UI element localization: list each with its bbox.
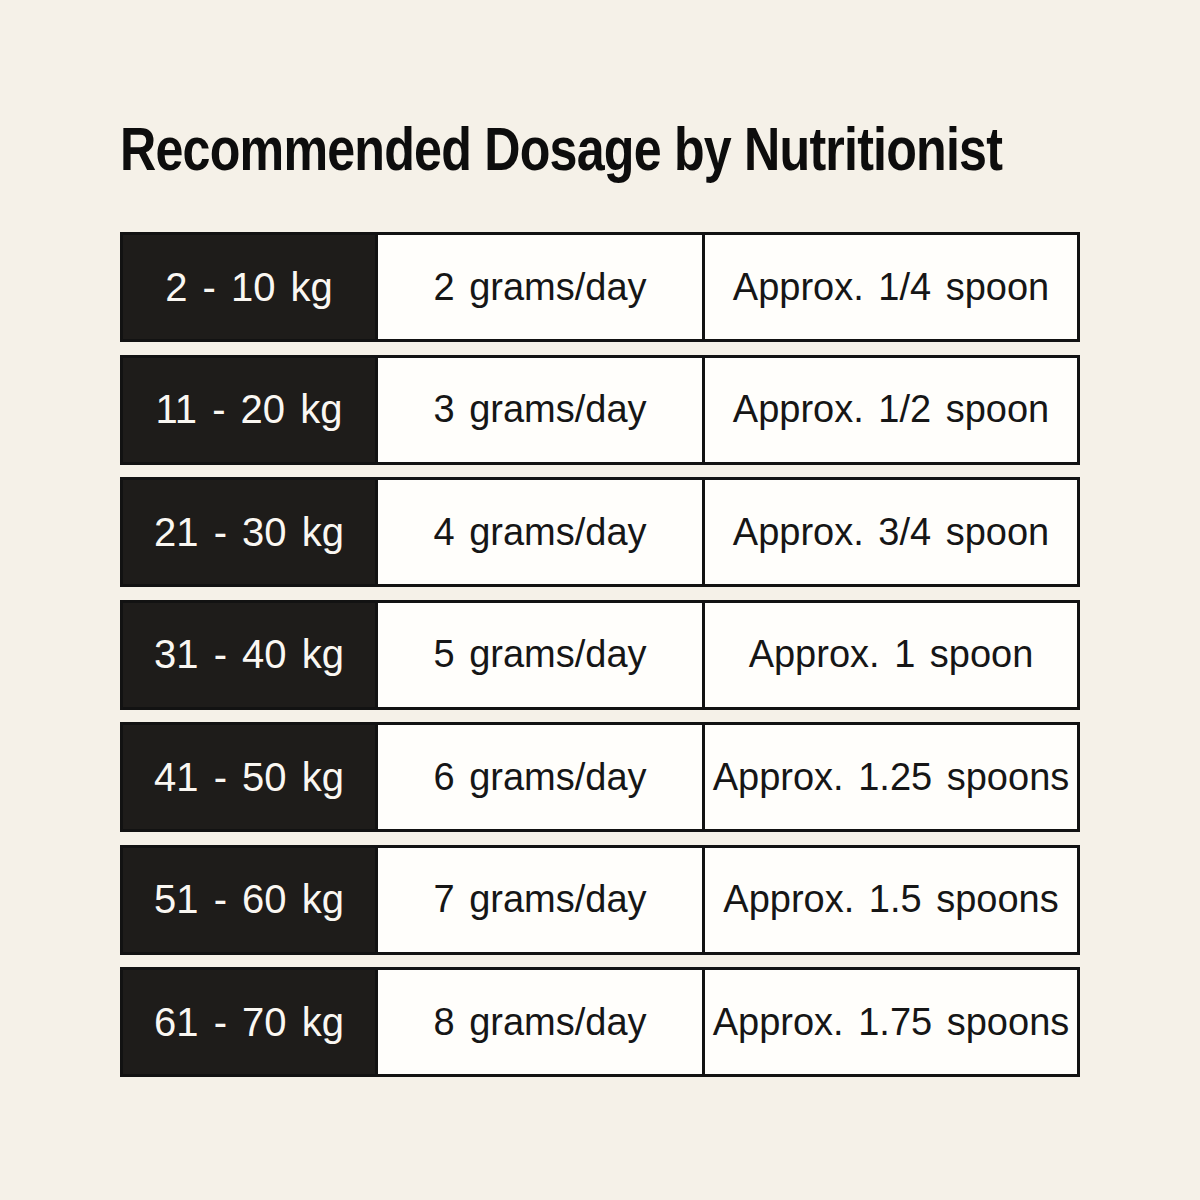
spoon-equivalent-cell: Approx. 1.5 spoons bbox=[705, 848, 1077, 952]
weight-range-cell: 21 - 30 kg bbox=[123, 480, 375, 584]
table-row: 61 - 70 kg 8 grams/day Approx. 1.75 spoo… bbox=[120, 967, 1080, 1077]
spoon-equivalent-cell: Approx. 1/4 spoon bbox=[705, 235, 1077, 339]
spoon-equivalent-cell: Approx. 1.75 spoons bbox=[705, 970, 1077, 1074]
spoon-equivalent-cell: Approx. 3/4 spoon bbox=[705, 480, 1077, 584]
dosage-cell: 8 grams/day bbox=[375, 970, 705, 1074]
weight-range-cell: 11 - 20 kg bbox=[123, 358, 375, 462]
dosage-cell: 5 grams/day bbox=[375, 603, 705, 707]
weight-range-cell: 41 - 50 kg bbox=[123, 725, 375, 829]
table-row: 31 - 40 kg 5 grams/day Approx. 1 spoon bbox=[120, 600, 1080, 710]
dosage-cell: 3 grams/day bbox=[375, 358, 705, 462]
table-row: 11 - 20 kg 3 grams/day Approx. 1/2 spoon bbox=[120, 355, 1080, 465]
dosage-cell: 7 grams/day bbox=[375, 848, 705, 952]
weight-range-cell: 31 - 40 kg bbox=[123, 603, 375, 707]
dosage-cell: 6 grams/day bbox=[375, 725, 705, 829]
dosage-table: 2 - 10 kg 2 grams/day Approx. 1/4 spoon … bbox=[120, 232, 1080, 1077]
spoon-equivalent-cell: Approx. 1 spoon bbox=[705, 603, 1077, 707]
weight-range-cell: 2 - 10 kg bbox=[123, 235, 375, 339]
weight-range-cell: 61 - 70 kg bbox=[123, 970, 375, 1074]
table-row: 2 - 10 kg 2 grams/day Approx. 1/4 spoon bbox=[120, 232, 1080, 342]
spoon-equivalent-cell: Approx. 1.25 spoons bbox=[705, 725, 1077, 829]
table-row: 51 - 60 kg 7 grams/day Approx. 1.5 spoon… bbox=[120, 845, 1080, 955]
spoon-equivalent-cell: Approx. 1/2 spoon bbox=[705, 358, 1077, 462]
page-title: Recommended Dosage by Nutritionist bbox=[120, 116, 1002, 181]
dosage-cell: 4 grams/day bbox=[375, 480, 705, 584]
table-row: 41 - 50 kg 6 grams/day Approx. 1.25 spoo… bbox=[120, 722, 1080, 832]
infographic-canvas: Recommended Dosage by Nutritionist 2 - 1… bbox=[0, 0, 1200, 1200]
weight-range-cell: 51 - 60 kg bbox=[123, 848, 375, 952]
dosage-cell: 2 grams/day bbox=[375, 235, 705, 339]
table-row: 21 - 30 kg 4 grams/day Approx. 3/4 spoon bbox=[120, 477, 1080, 587]
